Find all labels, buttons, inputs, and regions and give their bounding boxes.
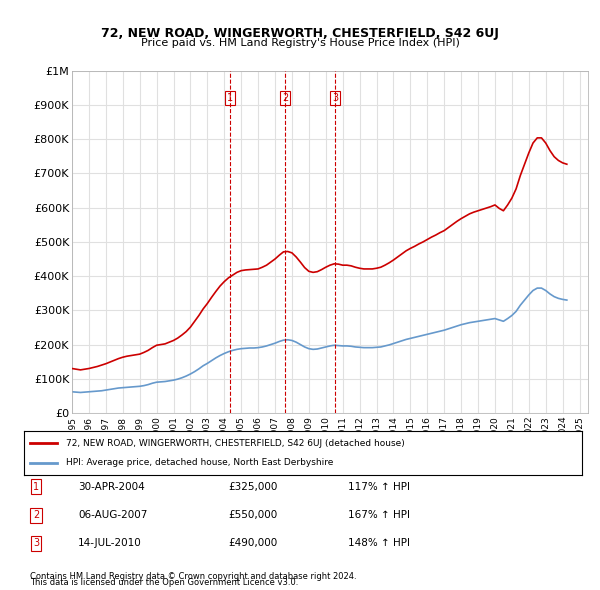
Text: 72, NEW ROAD, WINGERWORTH, CHESTERFIELD, S42 6UJ (detached house): 72, NEW ROAD, WINGERWORTH, CHESTERFIELD,… (66, 438, 404, 448)
Text: Contains HM Land Registry data © Crown copyright and database right 2024.: Contains HM Land Registry data © Crown c… (30, 572, 356, 581)
Text: £550,000: £550,000 (228, 510, 277, 520)
Text: 3: 3 (332, 93, 338, 103)
Text: HPI: Average price, detached house, North East Derbyshire: HPI: Average price, detached house, Nort… (66, 458, 333, 467)
Text: 3: 3 (33, 539, 39, 548)
Text: 72, NEW ROAD, WINGERWORTH, CHESTERFIELD, S42 6UJ: 72, NEW ROAD, WINGERWORTH, CHESTERFIELD,… (101, 27, 499, 40)
Text: £490,000: £490,000 (228, 539, 277, 548)
Text: Price paid vs. HM Land Registry's House Price Index (HPI): Price paid vs. HM Land Registry's House … (140, 38, 460, 48)
Text: 2: 2 (282, 93, 288, 103)
Text: 148% ↑ HPI: 148% ↑ HPI (348, 539, 410, 548)
Text: 14-JUL-2010: 14-JUL-2010 (78, 539, 142, 548)
Text: 117% ↑ HPI: 117% ↑ HPI (348, 482, 410, 491)
Text: This data is licensed under the Open Government Licence v3.0.: This data is licensed under the Open Gov… (30, 578, 298, 587)
Text: 167% ↑ HPI: 167% ↑ HPI (348, 510, 410, 520)
Text: 2: 2 (33, 510, 39, 520)
Text: 1: 1 (227, 93, 233, 103)
Text: £325,000: £325,000 (228, 482, 277, 491)
Text: 1: 1 (33, 482, 39, 491)
Text: 06-AUG-2007: 06-AUG-2007 (78, 510, 148, 520)
Text: 30-APR-2004: 30-APR-2004 (78, 482, 145, 491)
